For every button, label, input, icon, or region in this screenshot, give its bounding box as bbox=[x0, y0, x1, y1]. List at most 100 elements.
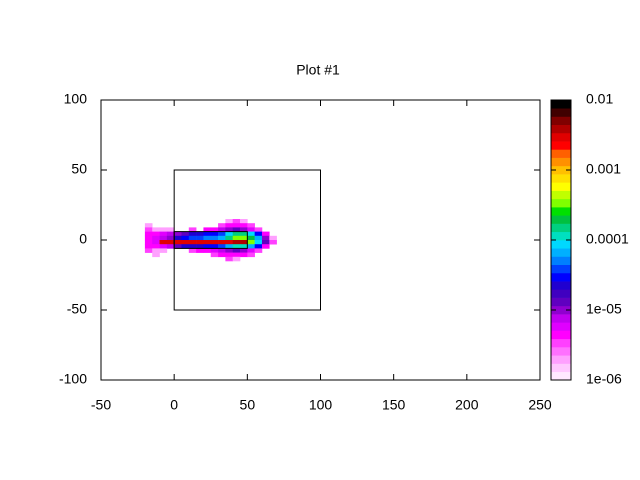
heatmap-cell bbox=[232, 248, 241, 253]
heatmap-cell bbox=[232, 227, 241, 232]
heatmap-cell bbox=[240, 252, 248, 258]
heatmap-cell bbox=[152, 240, 160, 245]
heatmap-cell bbox=[144, 223, 153, 228]
heatmap-cell bbox=[232, 219, 241, 224]
y-tick-label: 0 bbox=[79, 231, 87, 247]
colorbar-step bbox=[551, 207, 571, 216]
heatmap-cell bbox=[218, 227, 226, 232]
heatmap-cell bbox=[232, 231, 241, 237]
heatmap-cell bbox=[254, 231, 263, 237]
heatmap-cell bbox=[210, 244, 219, 249]
colorbar-step bbox=[551, 100, 571, 109]
heatmap-cell bbox=[144, 227, 153, 232]
heatmap-cell bbox=[203, 240, 212, 245]
colorbar-step bbox=[551, 215, 571, 224]
heatmap-cell bbox=[174, 235, 182, 241]
heatmap-cell bbox=[159, 231, 168, 237]
heatmap-cell bbox=[152, 248, 160, 253]
colorbar-step bbox=[551, 363, 571, 373]
heatmap-cell bbox=[225, 235, 233, 241]
heatmap-cell bbox=[225, 231, 233, 237]
heatmap-cell bbox=[203, 235, 212, 241]
x-tick-label: 250 bbox=[528, 397, 552, 413]
heatmap-cell bbox=[218, 244, 226, 249]
heatmap-cell bbox=[210, 248, 219, 253]
heatmap-cell bbox=[174, 240, 182, 245]
heatmap-cell bbox=[196, 240, 204, 245]
colorbar-step bbox=[551, 174, 571, 183]
heatmap-cell bbox=[159, 240, 168, 245]
colorbar-step bbox=[551, 330, 571, 340]
colorbar-tick-label: 0.01 bbox=[586, 91, 613, 107]
heatmap-cell bbox=[254, 244, 263, 249]
colorbar-step bbox=[551, 305, 571, 315]
heatmap-cell bbox=[159, 227, 168, 232]
heatmap-cell bbox=[152, 252, 160, 258]
heatmap-cell bbox=[247, 240, 255, 245]
heatmap-cell bbox=[240, 231, 248, 237]
heatmap-cell bbox=[203, 248, 212, 253]
heatmap-cell bbox=[218, 235, 226, 241]
colorbar-step bbox=[551, 157, 571, 167]
colorbar-step bbox=[551, 198, 571, 208]
heatmap-cell bbox=[210, 227, 219, 232]
colorbar-step bbox=[551, 182, 571, 191]
heatmap-cell bbox=[269, 240, 277, 245]
colorbar-step bbox=[551, 240, 571, 249]
heatmap-cell bbox=[232, 223, 241, 228]
heatmap-cell bbox=[218, 248, 226, 253]
heatmap-cell bbox=[218, 231, 226, 237]
x-tick-label: 100 bbox=[309, 397, 333, 413]
heatmap-cell bbox=[247, 235, 255, 241]
heatmap-cell bbox=[261, 244, 270, 249]
colorbar-step bbox=[551, 108, 571, 117]
y-tick-label: 100 bbox=[64, 91, 88, 107]
heatmap-cell bbox=[181, 235, 190, 241]
colorbar-step bbox=[551, 281, 571, 290]
heatmap-cell bbox=[254, 248, 263, 253]
heatmap-cell bbox=[166, 240, 175, 245]
colorbar-step bbox=[551, 190, 571, 200]
colorbar-step bbox=[551, 272, 571, 282]
heatmap-cell bbox=[144, 240, 153, 245]
heatmap-cell bbox=[174, 231, 182, 237]
heatmap-cell bbox=[166, 231, 175, 237]
colorbar-tick-label: 0.0001 bbox=[586, 231, 629, 247]
heatmap-cell bbox=[232, 244, 241, 249]
heatmap-cell bbox=[144, 235, 153, 241]
colorbar-step bbox=[551, 264, 571, 274]
heatmap-cell bbox=[247, 227, 255, 232]
colorbar-step bbox=[551, 371, 571, 381]
heatmap-cell bbox=[210, 240, 219, 245]
heatmap-cell bbox=[261, 235, 270, 241]
colorbar-step bbox=[551, 132, 571, 142]
heatmap-cell bbox=[240, 227, 248, 232]
colorbar-step bbox=[551, 248, 571, 257]
heatmap-cell bbox=[225, 256, 233, 262]
heatmap-cell bbox=[188, 235, 197, 241]
heatmap-cell bbox=[144, 244, 153, 249]
colorbar-tick-label: 1e-06 bbox=[586, 371, 622, 387]
colorbar-step bbox=[551, 297, 571, 307]
colorbar-step bbox=[551, 124, 571, 134]
region-box bbox=[173, 231, 248, 249]
heatmap-cell bbox=[240, 240, 248, 245]
heatmap-cell bbox=[218, 240, 226, 245]
heatmap-cell bbox=[240, 219, 248, 224]
heatmap-cell bbox=[203, 227, 212, 232]
heatmap-cell bbox=[247, 231, 255, 237]
y-tick-label: -100 bbox=[59, 371, 87, 387]
heatmap-cell bbox=[254, 227, 263, 232]
heatmap-cell bbox=[152, 244, 160, 249]
heatmap-cell bbox=[232, 252, 241, 258]
y-tick-label: -50 bbox=[67, 301, 87, 317]
colorbar-step bbox=[551, 256, 571, 266]
colorbar-step bbox=[551, 314, 571, 323]
heatmap-cell bbox=[247, 252, 255, 258]
heatmap-cell bbox=[188, 240, 197, 245]
heatmap-cell bbox=[144, 231, 153, 237]
heatmap-cell bbox=[218, 252, 226, 258]
heatmap-cell bbox=[247, 248, 255, 253]
colorbar-step bbox=[551, 322, 571, 331]
